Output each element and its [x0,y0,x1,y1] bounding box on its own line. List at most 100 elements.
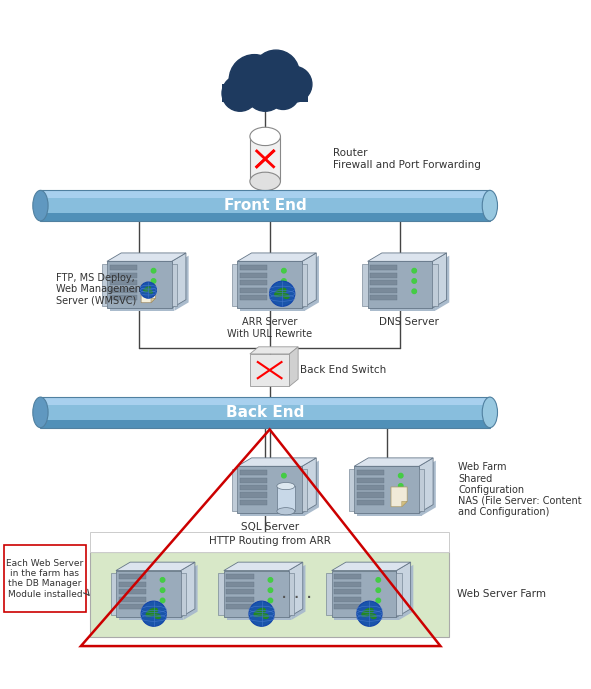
Bar [226,573,291,620]
Polygon shape [302,253,316,308]
Text: NAS (File Server: Content
and Configuration): NAS (File Server: Content and Configurat… [459,495,582,517]
Bar [240,493,267,497]
Ellipse shape [148,290,153,294]
Bar [240,287,267,293]
Bar [109,295,137,300]
Bar [90,552,449,637]
Bar [357,493,384,497]
Bar [119,582,146,587]
Bar [107,261,171,308]
Circle shape [151,289,156,294]
Polygon shape [391,487,407,506]
Bar [433,264,438,306]
Bar [224,570,288,617]
Bar [40,397,490,404]
Bar [40,420,490,428]
Bar [362,264,368,306]
Bar [357,470,384,475]
Bar [119,589,146,595]
Polygon shape [174,256,189,311]
Polygon shape [291,565,306,620]
Polygon shape [171,253,186,308]
Bar [40,214,490,221]
Bar [109,287,137,293]
Circle shape [376,577,381,582]
Bar [335,575,362,579]
Polygon shape [433,253,447,308]
Bar [370,295,397,300]
Bar [368,261,433,308]
Bar [226,604,254,609]
Bar [397,573,402,615]
Bar [240,295,267,300]
Bar [40,397,490,428]
Bar [226,589,254,595]
Text: FTP, MS Deploy,
Web Management
Server (WMSVC): FTP, MS Deploy, Web Management Server (W… [56,273,145,306]
Circle shape [151,269,156,273]
Bar [326,573,332,615]
Text: HTTP Routing from ARR: HTTP Routing from ARR [209,536,330,546]
Bar [335,582,362,587]
Circle shape [282,484,286,489]
Circle shape [222,75,258,111]
Ellipse shape [274,288,287,297]
Polygon shape [397,562,411,617]
Bar [181,573,186,615]
Bar [371,264,435,311]
Bar [226,597,254,602]
Text: Back End Switch: Back End Switch [300,365,387,375]
Bar [40,404,490,420]
Polygon shape [238,253,316,261]
Circle shape [376,588,381,593]
Polygon shape [181,562,195,617]
Bar [240,280,267,285]
Bar [40,198,490,214]
Circle shape [268,588,272,593]
Bar [109,273,137,278]
Bar [109,280,137,285]
Text: Router
Firewall and Port Forwarding: Router Firewall and Port Forwarding [333,148,480,169]
Ellipse shape [277,508,295,515]
Polygon shape [141,285,155,302]
Circle shape [160,577,165,582]
Bar [357,469,421,516]
Bar [302,469,307,511]
Circle shape [160,598,165,603]
Text: DNS Server: DNS Server [379,317,439,327]
Bar [110,264,174,311]
Bar [250,136,281,181]
Polygon shape [288,562,303,617]
Text: Back End: Back End [226,405,304,420]
Bar [335,573,399,620]
Circle shape [276,66,312,102]
Circle shape [282,494,286,498]
Polygon shape [354,458,433,466]
Polygon shape [250,347,298,354]
Circle shape [282,289,286,294]
Bar [119,597,146,602]
Bar [288,573,294,615]
Bar [238,466,302,513]
Bar [119,573,183,620]
Bar [240,273,267,278]
Ellipse shape [254,608,266,617]
Polygon shape [183,565,197,620]
Text: Front End: Front End [224,198,307,213]
Circle shape [398,473,403,478]
Polygon shape [116,562,195,570]
Circle shape [268,598,272,603]
Bar [370,280,397,285]
Bar [354,466,419,513]
Polygon shape [368,253,447,261]
Ellipse shape [269,281,295,307]
Polygon shape [399,565,413,620]
Bar [335,589,362,595]
Bar [277,486,295,511]
Bar [240,500,267,505]
Bar [109,265,137,270]
Polygon shape [419,458,433,513]
Bar [335,597,362,602]
Bar [226,582,254,587]
Bar [171,264,177,306]
Circle shape [229,54,280,105]
